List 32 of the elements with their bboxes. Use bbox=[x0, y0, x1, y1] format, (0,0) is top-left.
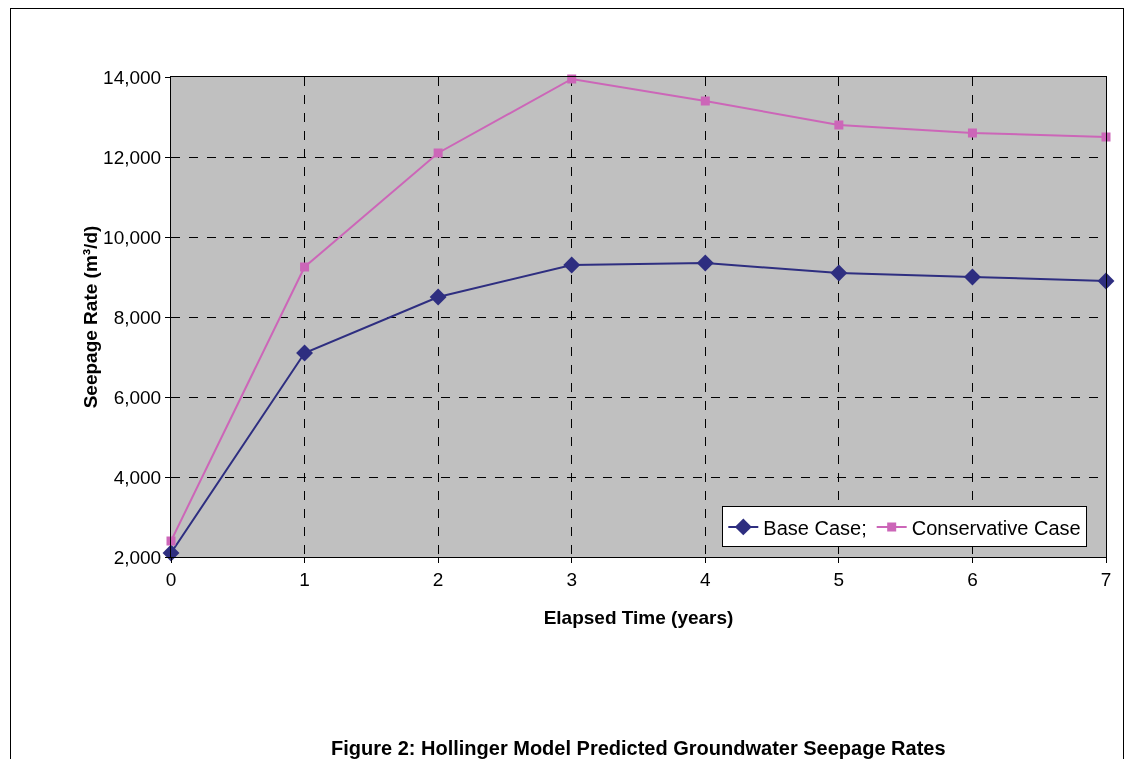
y-tick-label: 4,000 bbox=[113, 466, 162, 488]
y-tick-label: 8,000 bbox=[113, 306, 162, 328]
point bbox=[563, 256, 581, 274]
point bbox=[1097, 272, 1115, 290]
point bbox=[830, 264, 848, 282]
x-tick-label: 4 bbox=[700, 568, 711, 590]
y-tick-label: 12,000 bbox=[103, 146, 162, 168]
x-axis-title: Elapsed Time (years) bbox=[543, 607, 734, 628]
point bbox=[296, 344, 314, 362]
point bbox=[967, 128, 977, 138]
x-tick-label: 1 bbox=[299, 568, 310, 590]
x-tick-label: 6 bbox=[967, 568, 978, 590]
point bbox=[700, 96, 710, 106]
text: Figure 2: Hollinger Model Predicted Groundwater Seepage Rates bbox=[331, 737, 946, 759]
legend-label: Base Case; bbox=[763, 516, 867, 539]
point bbox=[963, 268, 981, 286]
y-tick-label: 10,000 bbox=[103, 226, 162, 248]
y-axis-title: Seepage Rate (m³/d) bbox=[80, 225, 102, 409]
point bbox=[429, 288, 447, 306]
x-tick-label: 0 bbox=[165, 568, 177, 590]
x-tick-label: 5 bbox=[833, 568, 845, 590]
x-tick-label: 2 bbox=[432, 568, 444, 590]
x-tick-label: 7 bbox=[1100, 568, 1112, 590]
y-tick-label: 14,000 bbox=[103, 66, 162, 88]
x-tick-label: 3 bbox=[566, 568, 577, 590]
point bbox=[696, 254, 714, 272]
point bbox=[433, 148, 443, 158]
y-tick-label: 6,000 bbox=[113, 386, 162, 408]
point bbox=[834, 120, 844, 130]
y-tick-label: 2,000 bbox=[113, 546, 162, 568]
legend-label: Conservative Case bbox=[911, 516, 1081, 539]
point bbox=[300, 262, 310, 272]
